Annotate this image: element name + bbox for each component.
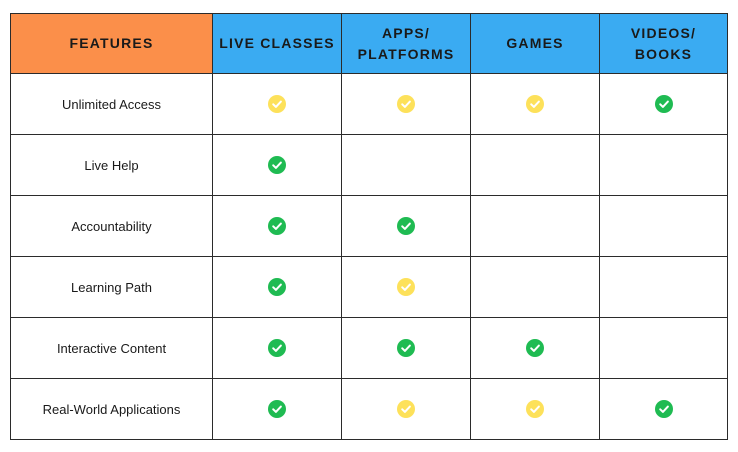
header-videos-books: VIDEOS/ BOOKS bbox=[599, 13, 728, 74]
check-circle-icon bbox=[654, 95, 673, 113]
table-cell bbox=[341, 73, 471, 135]
check-circle-icon bbox=[268, 278, 286, 296]
check-circle-icon bbox=[268, 217, 286, 235]
header-games: GAMES bbox=[470, 13, 600, 74]
table-cell bbox=[341, 195, 471, 257]
check-circle-icon bbox=[654, 400, 673, 418]
feature-label: Accountability bbox=[10, 195, 213, 257]
check-circle-icon bbox=[268, 339, 286, 357]
table-cell bbox=[341, 378, 471, 440]
table-row: Learning Path bbox=[10, 256, 728, 318]
check-circle-icon bbox=[397, 400, 415, 418]
table-cell bbox=[470, 378, 600, 440]
table-cell bbox=[212, 134, 342, 196]
table-cell bbox=[212, 317, 342, 379]
table-cell bbox=[470, 73, 600, 135]
table-cell bbox=[599, 256, 728, 318]
check-circle-icon bbox=[397, 95, 415, 113]
header-apps-platforms: APPS/ PLATFORMS bbox=[341, 13, 471, 74]
table-row: Unlimited Access bbox=[10, 73, 728, 135]
check-circle-icon bbox=[397, 217, 415, 235]
feature-label: Interactive Content bbox=[10, 317, 213, 379]
header-row: FEATURES LIVE CLASSES APPS/ PLATFORMS GA… bbox=[10, 13, 728, 74]
table-cell bbox=[470, 195, 600, 257]
header-features: FEATURES bbox=[10, 13, 213, 74]
feature-label: Unlimited Access bbox=[10, 73, 213, 135]
table-cell bbox=[599, 195, 728, 257]
feature-label: Live Help bbox=[10, 134, 213, 196]
table-row: Live Help bbox=[10, 134, 728, 196]
table-cell bbox=[599, 378, 728, 440]
check-circle-icon bbox=[268, 400, 286, 418]
check-circle-icon bbox=[526, 95, 544, 113]
table-cell bbox=[212, 256, 342, 318]
table-cell bbox=[212, 378, 342, 440]
table-row: Interactive Content bbox=[10, 317, 728, 379]
table-cell bbox=[212, 195, 342, 257]
table-row: Real-World Applications bbox=[10, 378, 728, 440]
check-circle-icon bbox=[397, 339, 415, 357]
check-circle-icon bbox=[526, 339, 544, 357]
header-live-classes: LIVE CLASSES bbox=[212, 13, 342, 74]
table-cell bbox=[599, 134, 728, 196]
feature-label: Learning Path bbox=[10, 256, 213, 318]
table-cell bbox=[341, 317, 471, 379]
comparison-table: FEATURES LIVE CLASSES APPS/ PLATFORMS GA… bbox=[10, 13, 728, 440]
table-cell bbox=[470, 134, 600, 196]
check-circle-icon bbox=[268, 156, 286, 174]
table-cell bbox=[341, 256, 471, 318]
table-cell bbox=[599, 73, 728, 135]
feature-label: Real-World Applications bbox=[10, 378, 213, 440]
check-circle-icon bbox=[526, 400, 544, 418]
table-cell bbox=[470, 317, 600, 379]
check-circle-icon bbox=[268, 95, 286, 113]
check-circle-icon bbox=[397, 278, 415, 296]
table-row: Accountability bbox=[10, 195, 728, 257]
table-cell bbox=[341, 134, 471, 196]
table-cell bbox=[599, 317, 728, 379]
table-cell bbox=[212, 73, 342, 135]
table-cell bbox=[470, 256, 600, 318]
